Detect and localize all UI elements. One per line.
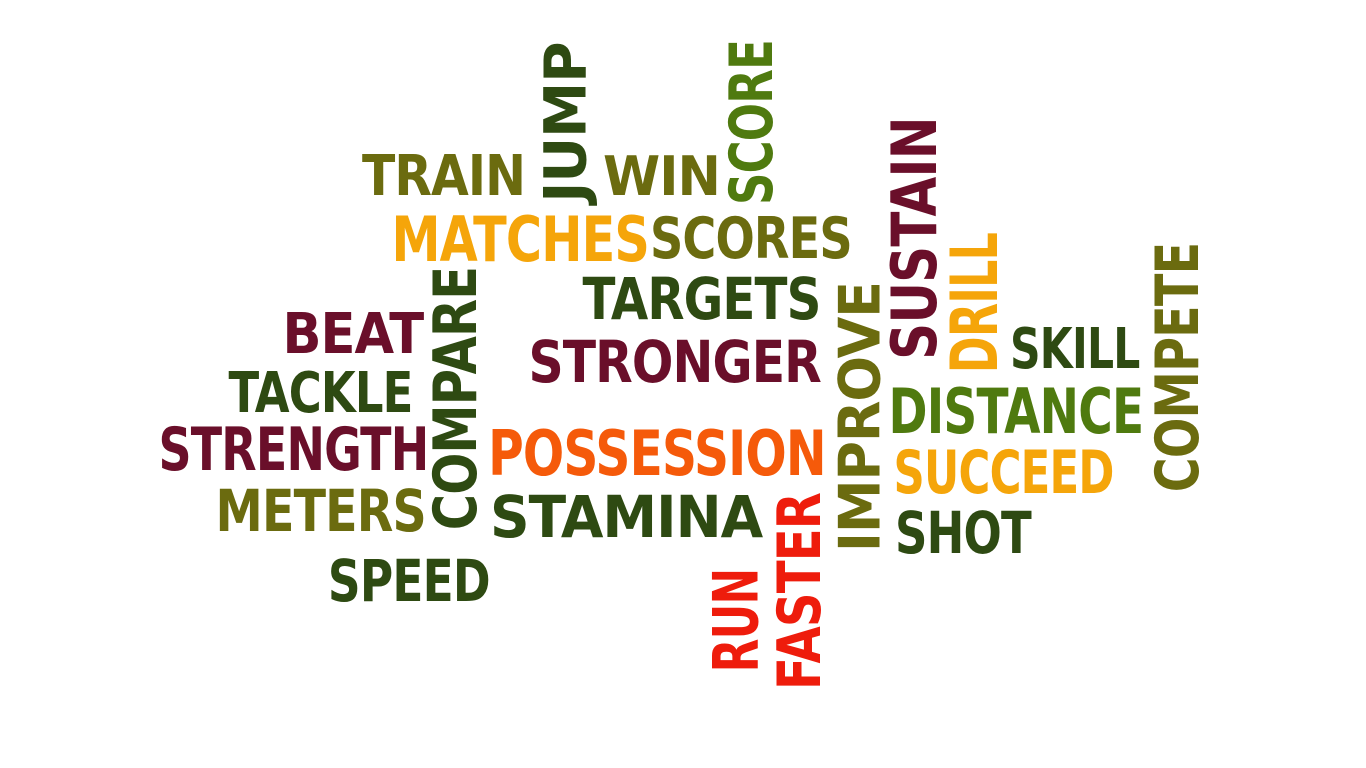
word-improve: IMPROVE [826,281,894,553]
word-faster: FASTER [764,492,835,691]
word-run: RUN [699,568,773,672]
word-drill: DRILL [935,232,1013,374]
word-score: SCORE [716,39,787,206]
word-distance: DISTANCE [887,374,1144,448]
word-compete: COMPETE [1142,242,1212,492]
word-scores: SCORES [649,204,853,272]
word-stamina: STAMINA [490,482,763,551]
word-jump: JUMP [531,41,600,203]
word-strength: STRENGTH [157,414,429,485]
word-targets: TARGETS [582,264,821,333]
word-beat: BEAT [281,301,424,367]
word-skill: SKILL [1009,316,1140,382]
word-succeed: SUCCEED [893,437,1114,508]
word-possession: POSSESSION [488,416,827,490]
word-matches: MATCHES [390,202,649,276]
word-tackle: TACKLE [227,360,413,426]
word-meters: METERS [215,476,426,545]
word-speed: SPEED [327,546,491,615]
word-win: WIN [603,145,721,209]
word-compare: COMPARE [421,266,491,530]
word-shot: SHOT [895,498,1032,567]
word-train: TRAIN [361,143,526,209]
word-stronger: STRONGER [527,327,821,396]
